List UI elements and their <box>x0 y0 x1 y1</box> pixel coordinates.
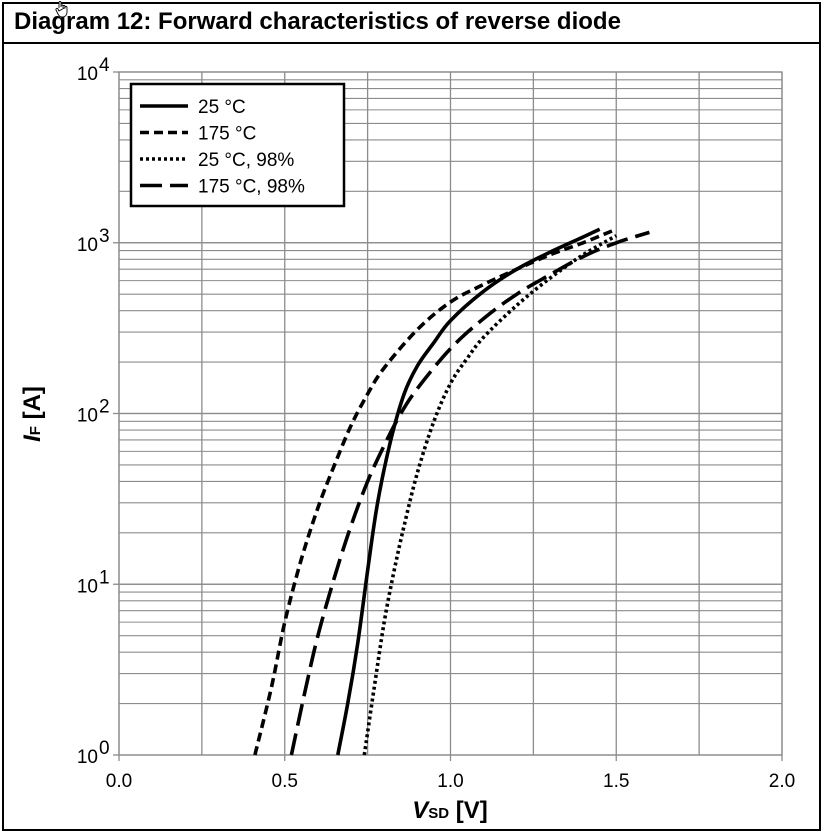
x-tick-label: 0.0 <box>106 771 132 792</box>
hand-cursor-icon <box>55 1 68 18</box>
y-axis-label: IF [A] <box>19 386 46 442</box>
y-tick-exponent: 3 <box>99 226 110 247</box>
y-tick-exponent: 2 <box>99 397 110 418</box>
y-tick-label: 10 <box>77 406 98 427</box>
legend-label-4: 175 °C, 98% <box>198 177 305 198</box>
y-tick-label: 10 <box>77 576 98 597</box>
x-tick-label: 0.5 <box>272 771 298 792</box>
y-tick-label: 10 <box>77 747 98 768</box>
x-tick-label: 1.0 <box>437 771 463 792</box>
chart-title: Diagram 12: Forward characteristics of r… <box>14 8 621 35</box>
legend-label-2: 175 °C <box>198 124 256 145</box>
y-tick-label: 10 <box>77 235 98 256</box>
legend-label-1: 25 °C <box>198 97 246 118</box>
y-tick-exponent: 4 <box>99 55 110 76</box>
x-tick-label: 2.0 <box>769 771 795 792</box>
title-bar: Diagram 12: Forward characteristics of r… <box>2 2 821 44</box>
y-tick-label: 10 <box>77 64 98 85</box>
x-tick-label: 1.5 <box>603 771 629 792</box>
y-tick-exponent: 0 <box>99 738 110 759</box>
legend-label-3: 25 °C, 98% <box>198 150 294 171</box>
x-axis-label: VSD [V] <box>412 797 488 824</box>
series-line-3 <box>362 234 618 756</box>
y-tick-exponent: 1 <box>99 567 110 588</box>
series-line-2 <box>253 227 617 756</box>
series-line-4 <box>289 230 650 756</box>
